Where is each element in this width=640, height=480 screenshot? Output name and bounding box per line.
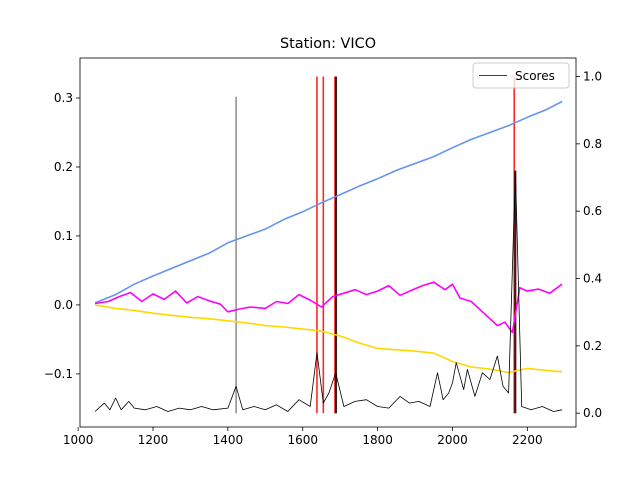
y2-tick-label: 0.2 <box>583 339 602 353</box>
legend: Scores <box>472 62 570 89</box>
x-axis: 1000 1200 1400 1600 1800 2000 2200 <box>63 427 543 447</box>
y-tick-label: 0.3 <box>54 91 73 105</box>
y-tick-label: 0.0 <box>54 298 73 312</box>
y2-tick-label: 0.0 <box>583 406 602 420</box>
series-lines <box>94 100 563 412</box>
y2-tick-label: 0.4 <box>583 272 602 286</box>
y-tick-label: 0.1 <box>54 229 73 243</box>
y2-tick-label: 0.6 <box>583 204 602 218</box>
x-tick-label: 1200 <box>138 433 169 447</box>
x-tick-label: 1400 <box>213 433 244 447</box>
chart-title: Station: VICO <box>280 36 376 52</box>
x-tick-label: 1600 <box>287 433 318 447</box>
y2-tick-label: 0.8 <box>583 137 602 151</box>
y-tick-label: −0.1 <box>44 367 73 381</box>
series-line-3 <box>94 170 563 412</box>
vertical-markers <box>235 76 517 414</box>
series-line-2 <box>94 304 563 374</box>
series-line-0 <box>94 100 563 304</box>
plot-frame <box>79 57 577 428</box>
y-axis-right: 0.0 0.2 0.4 0.6 0.8 1.0 <box>576 70 602 420</box>
x-tick-label: 2200 <box>512 433 543 447</box>
y-axis-left: −0.1 0.0 0.1 0.2 0.3 <box>44 91 80 381</box>
legend-scores-label: Scores <box>515 69 555 83</box>
series-line-1 <box>94 281 563 334</box>
x-tick-label: 1000 <box>63 433 94 447</box>
legend-box <box>472 62 570 89</box>
y2-tick-label: 1.0 <box>583 70 602 84</box>
y-tick-label: 0.2 <box>54 160 73 174</box>
x-tick-label: 2000 <box>437 433 468 447</box>
x-tick-label: 1800 <box>362 433 393 447</box>
